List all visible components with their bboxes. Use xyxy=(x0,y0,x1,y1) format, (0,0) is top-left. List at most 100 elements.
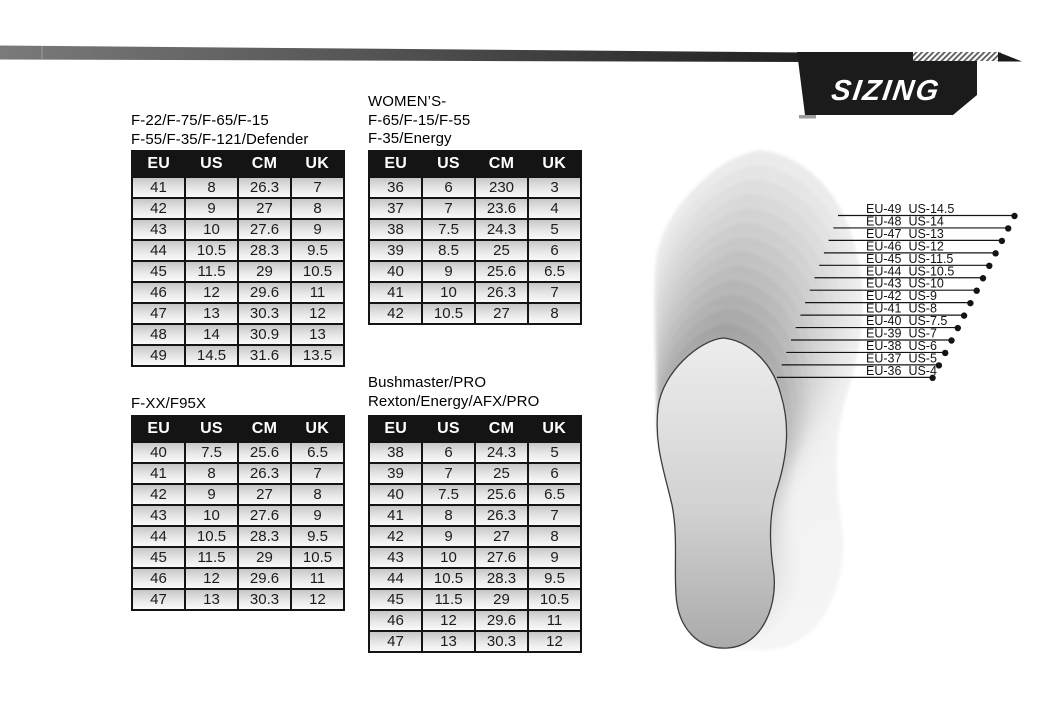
size-cell: 23.6 xyxy=(474,197,529,220)
size-cell: 8 xyxy=(184,176,239,199)
callout-dot xyxy=(967,299,974,307)
size-cell: 10.5 xyxy=(184,239,239,262)
table-row: 38 6 24.3 5 xyxy=(368,441,582,464)
plate-shadow xyxy=(799,115,816,119)
size-cell: 13.5 xyxy=(290,344,345,367)
size-cell: 9.5 xyxy=(290,525,345,548)
size-cell: 8 xyxy=(527,302,582,325)
size-cell: 12 xyxy=(421,609,476,632)
size-cell: 26.3 xyxy=(237,176,292,199)
size-cell: 12 xyxy=(184,567,239,590)
size-cell: 25 xyxy=(474,462,529,485)
callout-dot xyxy=(929,374,936,382)
size-cell: 39 xyxy=(368,462,423,485)
size-cell: 12 xyxy=(290,588,345,611)
size-cell: 9.5 xyxy=(290,239,345,262)
size-cell: 27.6 xyxy=(237,504,292,527)
size-cell: 26.3 xyxy=(474,281,529,304)
size-cell: 36 xyxy=(368,176,423,199)
column-header: EU xyxy=(131,150,186,178)
hatch-stripes xyxy=(913,52,1008,61)
table-row: 46 12 29.6 11 xyxy=(131,567,345,590)
size-cell: 8.5 xyxy=(421,239,476,262)
size-label: EU-48 US-14 xyxy=(866,214,944,228)
size-cell: 11.5 xyxy=(184,546,239,569)
size-cell: 46 xyxy=(131,281,186,304)
callout-dot xyxy=(948,337,955,344)
size-cell: 29.6 xyxy=(237,281,292,304)
size-cell: 8 xyxy=(290,483,345,506)
size-label: EU-46 US-12 xyxy=(866,239,944,253)
size-cell: 24.3 xyxy=(474,441,529,464)
size-cell: 43 xyxy=(131,504,186,527)
size-table-bushmaster: EU US CM UK 38 6 24.3 5 39 7 25 6 40 7.5 25.6 6.5 41 8 26… xyxy=(368,415,582,653)
table-row: 43 10 27.6 9 xyxy=(368,546,582,569)
size-cell: 30.9 xyxy=(237,323,292,346)
size-cell: 9 xyxy=(290,218,345,241)
table-row: 44 10.5 28.3 9.5 xyxy=(368,567,582,590)
table-row: 45 11.5 29 10.5 xyxy=(368,588,582,611)
size-cell: 45 xyxy=(131,546,186,569)
size-cell: 25.6 xyxy=(474,260,529,283)
size-cell: 10.5 xyxy=(290,546,345,569)
column-header: CM xyxy=(237,150,292,178)
size-cell: 10 xyxy=(421,281,476,304)
size-cell: 25.6 xyxy=(237,441,292,464)
table-row: 41 8 26.3 7 xyxy=(131,176,345,199)
insole-outline xyxy=(656,337,788,649)
size-cell: 13 xyxy=(290,323,345,346)
size-table-mens-main: EU US CM UK 41 8 26.3 7 42 9 27 8 43 10 27.6 9 44 10.5 28… xyxy=(131,150,345,367)
table-row: 40 7.5 25.6 6.5 xyxy=(131,441,345,464)
callout-dot xyxy=(986,262,993,269)
size-cell: 42 xyxy=(368,525,423,548)
column-header: US xyxy=(421,415,476,443)
size-cell: 38 xyxy=(368,218,423,241)
size-cell: 28.3 xyxy=(237,239,292,262)
size-cell: 11 xyxy=(290,281,345,304)
size-label: EU-47 US-13 xyxy=(866,227,944,241)
table-row: 38 7.5 24.3 5 xyxy=(368,218,582,241)
size-cell: 6 xyxy=(527,239,582,262)
size-cell: 9 xyxy=(527,546,582,569)
size-cell: 7 xyxy=(421,462,476,485)
size-cell: 27 xyxy=(474,302,529,325)
size-cell: 6 xyxy=(527,462,582,485)
size-cell: 45 xyxy=(131,260,186,283)
column-header: CM xyxy=(237,415,292,443)
table-row: 48 14 30.9 13 xyxy=(131,323,345,346)
column-header: EU xyxy=(368,150,423,178)
header-row: EU US CM UK xyxy=(131,150,345,178)
size-label: EU-39 US-7 xyxy=(866,327,937,341)
table-row: 45 11.5 29 10.5 xyxy=(131,260,345,283)
size-cell: 7.5 xyxy=(421,483,476,506)
column-header: UK xyxy=(527,415,582,443)
logo-plate xyxy=(797,52,977,115)
banner-bar xyxy=(0,45,810,62)
table-row: 43 10 27.6 9 xyxy=(131,504,345,527)
size-cell: 42 xyxy=(131,483,186,506)
size-cell: 10.5 xyxy=(290,260,345,283)
size-cell: 6.5 xyxy=(527,260,582,283)
size-cell: 10.5 xyxy=(421,302,476,325)
title-line: F-22/F-75/F-65/F-15 xyxy=(131,112,269,129)
size-cell: 46 xyxy=(368,609,423,632)
table-title-bushmaster: Bushmaster/PRO Rexton/Energy/AFX/PRO xyxy=(368,374,539,411)
size-cell: 47 xyxy=(368,630,423,653)
size-cell: 40 xyxy=(131,441,186,464)
size-cell: 41 xyxy=(131,176,186,199)
size-cell: 42 xyxy=(368,302,423,325)
table-row: 43 10 27.6 9 xyxy=(131,218,345,241)
size-cell: 41 xyxy=(131,462,186,485)
size-cell: 7 xyxy=(527,281,582,304)
size-cell: 37 xyxy=(368,197,423,220)
size-cell: 7.5 xyxy=(184,441,239,464)
size-cell: 10.5 xyxy=(421,567,476,590)
table-row: 37 7 23.6 4 xyxy=(368,197,582,220)
size-cell: 9 xyxy=(421,525,476,548)
size-cell: 38 xyxy=(368,441,423,464)
size-cell: 30.3 xyxy=(237,588,292,611)
callout-dot xyxy=(942,349,949,357)
size-cell: 25.6 xyxy=(474,483,529,506)
size-cell: 27.6 xyxy=(474,546,529,569)
